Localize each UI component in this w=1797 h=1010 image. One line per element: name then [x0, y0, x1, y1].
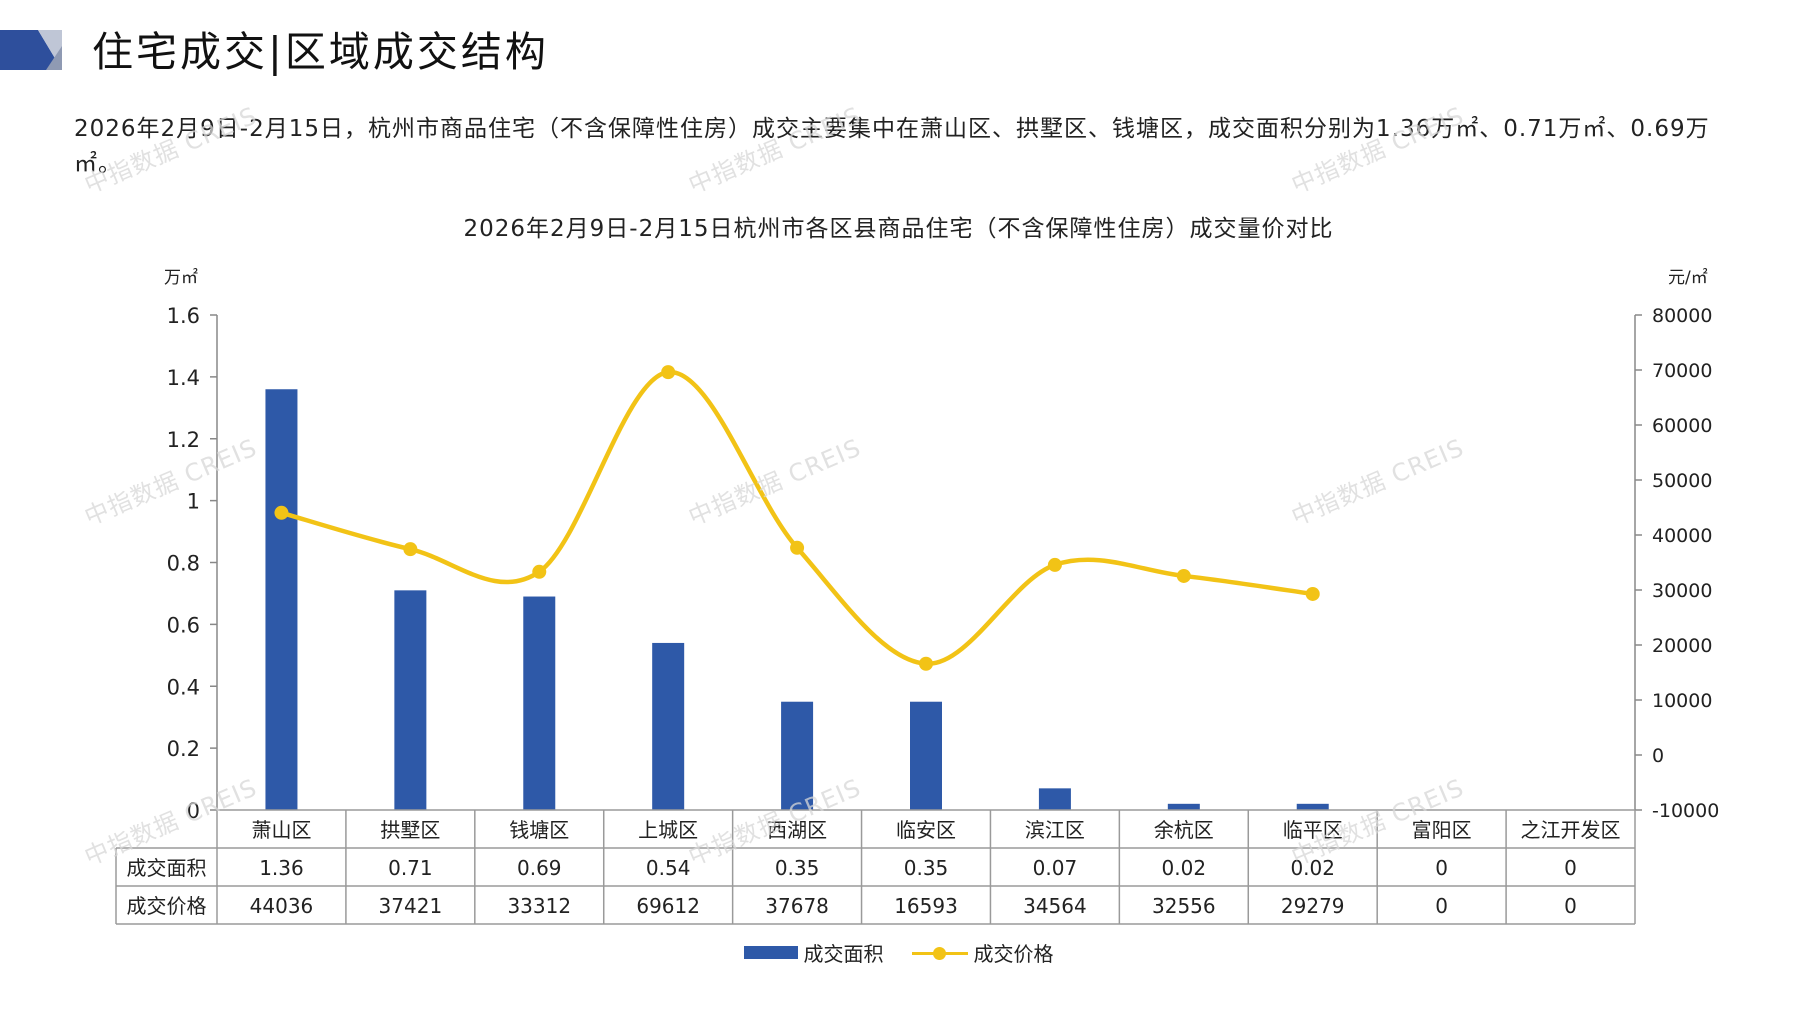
- price-point: [1305, 586, 1320, 601]
- table-cell-price: 32556: [1152, 894, 1216, 918]
- category-label: 之江开发区: [1521, 818, 1621, 842]
- price-point: [532, 564, 547, 579]
- left-tick-label: 1.4: [167, 366, 200, 390]
- category-label: 滨江区: [1025, 818, 1085, 842]
- legend-label-area: 成交面积: [803, 942, 884, 966]
- legend-swatch-line: [911, 946, 968, 960]
- table-cell-area: 0.71: [388, 856, 433, 880]
- legend-item-area: 成交面积: [743, 938, 884, 967]
- left-axis-unit: 万㎡: [164, 268, 198, 288]
- table-cell-price: 16593: [894, 894, 958, 918]
- right-tick-label: 30000: [1652, 580, 1712, 602]
- left-tick-label: 0.6: [167, 613, 200, 637]
- price-point: [1176, 568, 1191, 583]
- category-label: 临平区: [1283, 818, 1343, 842]
- table-cell-price: 37678: [765, 894, 829, 918]
- legend-item-price: 成交价格: [911, 938, 1054, 967]
- table-cell-area: 0.35: [904, 856, 949, 880]
- table-cell-price: 0: [1435, 894, 1448, 918]
- right-tick-label: 60000: [1652, 415, 1712, 437]
- price-point: [274, 505, 289, 520]
- right-tick-label: 20000: [1652, 635, 1712, 657]
- legend-swatch-bar: [743, 946, 798, 959]
- table-cell-price: 69612: [636, 894, 700, 918]
- right-tick-label: 10000: [1652, 690, 1712, 712]
- table-row-header-price: 成交价格: [127, 894, 207, 918]
- table-cell-area: 0.02: [1290, 856, 1335, 880]
- header: 住宅成交|区域成交结构: [0, 24, 1797, 84]
- category-label: 富阳区: [1412, 818, 1472, 842]
- left-tick-label: 1.6: [167, 304, 200, 328]
- bar: [652, 642, 685, 810]
- table-cell-price: 29279: [1281, 894, 1345, 918]
- table-row-header-area: 成交面积: [127, 856, 207, 880]
- left-tick-label: 0.4: [167, 675, 200, 699]
- right-tick-label: 80000: [1652, 305, 1712, 327]
- table-cell-area: 1.36: [259, 856, 304, 880]
- page-title: 住宅成交|区域成交结构: [92, 28, 549, 76]
- price-point: [403, 542, 418, 557]
- price-line: [279, 369, 1315, 666]
- left-tick-label: 0.8: [167, 552, 200, 576]
- legend-label-price: 成交价格: [973, 942, 1054, 966]
- left-tick-label: 1: [187, 490, 200, 514]
- table-cell-area: 0.02: [1162, 856, 1207, 880]
- category-label: 拱墅区: [380, 818, 440, 842]
- logo-mark: [0, 30, 62, 70]
- right-tick-label: 70000: [1652, 360, 1712, 382]
- price-point: [1047, 557, 1062, 572]
- category-label: 西湖区: [767, 818, 827, 842]
- category-label: 钱塘区: [509, 818, 569, 842]
- left-tick-label: 1.2: [167, 428, 200, 452]
- legend: 成交面积 成交价格: [0, 938, 1797, 967]
- category-label: 萧山区: [251, 818, 311, 842]
- table-cell-area: 0: [1435, 856, 1448, 880]
- table-cell-area: 0.07: [1033, 856, 1078, 880]
- bar: [910, 701, 942, 810]
- bar: [265, 389, 298, 810]
- table-cell-price: 0: [1564, 894, 1577, 918]
- table-cell-price: 34564: [1023, 894, 1087, 918]
- table-cell-price: 37421: [379, 894, 443, 918]
- summary-text: 2026年2月9日-2月15日，杭州市商品住宅（不含保障性住房）成交主要集中在萧…: [74, 116, 1710, 177]
- category-label: 上城区: [638, 818, 698, 842]
- bar: [1038, 788, 1071, 810]
- bar: [394, 590, 427, 810]
- left-tick-label: 0.2: [167, 737, 200, 761]
- category-label: 临安区: [896, 818, 956, 842]
- table-cell-area: 0.69: [517, 856, 562, 880]
- table-cell-price: 33312: [507, 894, 571, 918]
- table-cell-area: 0.35: [775, 856, 820, 880]
- bar: [781, 701, 814, 810]
- table-cell-area: 0: [1564, 856, 1577, 880]
- table-cell-area: 0.54: [646, 856, 691, 880]
- table-cell-price: 44036: [250, 894, 314, 918]
- bar: [523, 596, 556, 810]
- category-label: 余杭区: [1154, 818, 1214, 842]
- price-point: [661, 365, 676, 380]
- price-point: [919, 656, 933, 671]
- left-tick-label: 0: [187, 799, 200, 823]
- right-tick-label: 50000: [1652, 470, 1712, 492]
- chart-title: 2026年2月9日-2月15日杭州市各区县商品住宅（不含保障性住房）成交量价对比: [463, 216, 1334, 242]
- price-point: [790, 540, 805, 555]
- bar: [1296, 803, 1329, 810]
- right-tick-label: -10000: [1652, 800, 1719, 822]
- bar: [1167, 803, 1200, 810]
- right-axis-unit: 元/㎡: [1668, 268, 1708, 288]
- right-tick-label: 40000: [1652, 525, 1712, 547]
- right-tick-label: 0: [1652, 745, 1664, 767]
